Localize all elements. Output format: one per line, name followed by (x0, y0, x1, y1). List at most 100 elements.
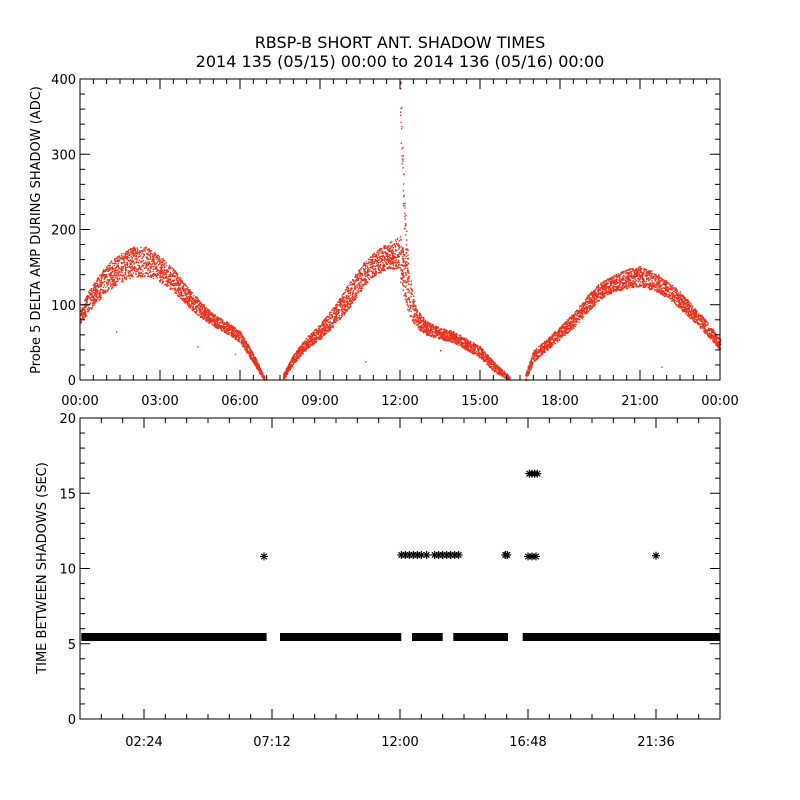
top-data-point (155, 267, 158, 270)
top-data-point (307, 346, 309, 348)
top-data-point (362, 287, 364, 289)
top-data-point (336, 303, 338, 306)
top-data-point (228, 326, 230, 328)
top-data-point (152, 270, 154, 273)
top-data-point (306, 339, 309, 341)
top-data-point (384, 269, 386, 271)
top-data-point (126, 262, 128, 265)
top-data-point (152, 255, 154, 257)
top-data-point (288, 363, 291, 366)
top-data-point (321, 330, 323, 333)
top-data-point (102, 291, 104, 293)
top-data-point (372, 259, 374, 261)
top-data-point (96, 293, 98, 295)
top-data-point (252, 357, 255, 359)
top-data-point (406, 280, 408, 283)
top-data-point (184, 298, 187, 300)
top-data-point (452, 338, 454, 341)
top-data-point (111, 267, 114, 269)
top-data-point (486, 363, 488, 365)
top-data-point (238, 340, 240, 342)
top-data-point (293, 360, 296, 362)
top-data-point (128, 270, 130, 272)
top-data-point (104, 286, 107, 289)
top-data-point (400, 246, 402, 248)
top-data-point (485, 357, 488, 359)
top-data-point (182, 288, 184, 291)
top-data-point (402, 285, 404, 287)
top-data-point (197, 304, 200, 306)
top-data-point (426, 329, 428, 332)
top-data-point (382, 268, 384, 270)
top-data-point (203, 316, 205, 319)
top-data-point (350, 305, 352, 308)
top-data-point (155, 263, 157, 265)
top-data-point (183, 290, 185, 292)
top-data-point (212, 319, 214, 321)
top-data-point (243, 345, 245, 347)
top-data-point (201, 309, 203, 311)
top-data-point (398, 240, 400, 242)
top-data-point (364, 272, 366, 274)
top-data-point (491, 369, 494, 371)
top-data-point (231, 326, 233, 329)
top-data-point (434, 328, 437, 330)
top-data-point (329, 314, 331, 316)
top-data-point (387, 249, 389, 251)
top-data-point (88, 308, 91, 311)
top-data-point (371, 266, 374, 269)
top-data-point (95, 285, 97, 287)
top-data-point (442, 337, 445, 339)
top-data-point (410, 310, 412, 313)
top-data-point (81, 312, 84, 314)
top-data-point (447, 335, 449, 337)
top-data-point (426, 324, 428, 327)
top-data-point (118, 278, 120, 280)
top-data-point (385, 252, 387, 254)
top-data-point (431, 330, 433, 332)
top-data-point (302, 350, 304, 353)
top-data-point (301, 343, 304, 345)
top-data-point (185, 285, 188, 287)
top-data-point (110, 288, 113, 290)
top-data-point (360, 285, 363, 288)
top-data-point (487, 360, 490, 363)
top-data-point (217, 319, 219, 321)
top-data-point (374, 265, 376, 268)
top-data-point (156, 261, 158, 264)
top-data-point (347, 292, 350, 294)
top-data-point (356, 278, 358, 280)
top-data-point (376, 257, 379, 260)
top-data-point (90, 300, 93, 302)
top-data-point (393, 255, 395, 257)
top-data-point (404, 264, 406, 267)
top-data-point (94, 299, 96, 302)
top-data-point (285, 373, 288, 376)
top-data-point (347, 308, 349, 310)
top-data-point (493, 364, 495, 366)
top-data-point (432, 331, 434, 333)
top-data-point (84, 310, 87, 313)
top-data-point (403, 280, 406, 283)
top-data-point (224, 323, 226, 325)
top-data-point (84, 312, 86, 314)
top-data-point (188, 291, 190, 293)
top-data-point (109, 282, 112, 284)
top-data-point (286, 366, 289, 368)
top-data-point (143, 247, 145, 249)
top-data-point (351, 301, 354, 303)
top-data-point (81, 310, 83, 312)
top-data-point (86, 298, 89, 300)
top-data-point (287, 367, 289, 369)
top-data-point (173, 287, 176, 290)
top-data-point (261, 372, 263, 374)
top-data-point (333, 321, 335, 323)
top-data-point (388, 246, 390, 248)
top-data-point (135, 252, 138, 255)
top-data-point (295, 353, 297, 355)
top-data-point (311, 339, 313, 341)
top-data-point (360, 273, 362, 275)
top-data-point (104, 276, 107, 279)
top-data-point (381, 268, 383, 271)
